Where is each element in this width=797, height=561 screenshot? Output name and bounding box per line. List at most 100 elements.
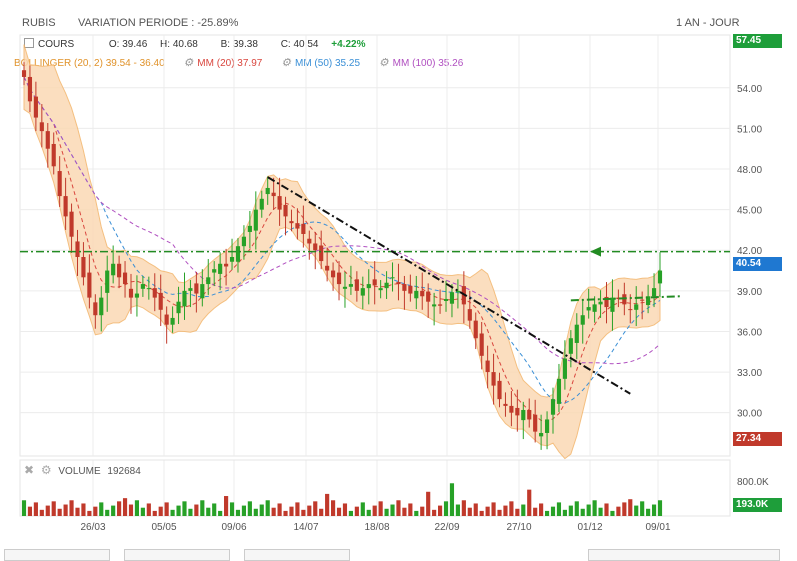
candle-body — [533, 414, 538, 432]
volume-bar — [152, 510, 157, 516]
candle-body — [99, 297, 104, 316]
resistance-line — [570, 295, 681, 302]
volume-bar — [295, 502, 300, 516]
volume-max-tick: 800.0K — [737, 477, 769, 488]
candle-body — [93, 302, 98, 316]
candle-body — [336, 272, 342, 285]
volume-bar — [200, 500, 205, 516]
y-tick-label: 42.00 — [737, 246, 762, 257]
candle-body — [122, 272, 128, 285]
y-tick-label: 33.00 — [737, 368, 762, 379]
y-tick-label: 30.00 — [737, 409, 762, 420]
volume-bar — [164, 502, 169, 516]
volume-bar — [461, 500, 466, 516]
candle-body — [556, 378, 562, 404]
bottom-tab[interactable] — [244, 549, 350, 561]
volume-legend: ✖ ⚙ VOLUME 192684 — [24, 463, 141, 477]
candle-body — [313, 243, 318, 251]
candle-body — [414, 290, 419, 299]
candle-body — [592, 304, 597, 312]
gear-icon[interactable]: ⚙ — [281, 57, 291, 69]
low-value: B: 39.38 — [220, 39, 258, 50]
x-tick-label: 22/09 — [434, 522, 459, 533]
volume-bar — [360, 502, 365, 516]
volume-bar — [437, 505, 443, 516]
volume-bar — [27, 506, 33, 516]
price-plot-frame — [19, 34, 731, 457]
volume-bar — [134, 500, 140, 516]
candle-body — [408, 286, 413, 294]
candle-body — [651, 288, 657, 297]
candle-body — [360, 288, 365, 296]
candle-body — [51, 143, 56, 167]
volume-bar — [51, 501, 56, 516]
volume-bar — [651, 504, 657, 516]
volume-bar — [432, 509, 437, 516]
volume-bar — [449, 483, 455, 516]
volume-bar — [218, 510, 223, 516]
volume-bar — [366, 509, 371, 516]
close-icon[interactable]: ✖ — [24, 463, 35, 477]
candle-body — [81, 257, 86, 278]
volume-bar — [390, 504, 395, 516]
cours-toggle[interactable]: COURS — [24, 38, 74, 50]
last-price-tag: 40.54 — [733, 257, 782, 271]
volume-bar — [336, 507, 342, 516]
volume-bar — [301, 509, 306, 516]
volume-bar — [491, 502, 496, 516]
volume-bar — [81, 503, 86, 516]
gear-icon[interactable]: ⚙ — [378, 57, 389, 69]
candle-body — [604, 296, 609, 308]
candle-body — [75, 241, 80, 258]
bottom-tab[interactable] — [4, 549, 110, 561]
candle-body — [146, 288, 151, 290]
candle-body — [420, 290, 425, 297]
period-selector[interactable]: 1 AN - JOUR — [676, 17, 740, 29]
volume-bar — [414, 510, 419, 516]
volume-bar — [622, 502, 627, 516]
volume-bar — [521, 504, 526, 516]
bottom-tab[interactable] — [588, 549, 780, 561]
volume-bar — [420, 506, 425, 516]
candle-body — [396, 282, 401, 285]
volume-bar — [568, 505, 573, 516]
candle-body — [218, 263, 223, 274]
volume-bar — [283, 510, 288, 516]
volume-bar — [640, 501, 645, 516]
volume-bar — [586, 504, 591, 516]
volume-bar — [21, 500, 27, 516]
volume-bar — [87, 510, 92, 516]
volume-bar — [206, 507, 211, 516]
volume-last-tag: 193.0K — [733, 498, 782, 512]
candle-body — [45, 131, 50, 149]
volume-bar — [408, 503, 413, 516]
mm20-line — [23, 76, 661, 423]
support-marker — [590, 246, 601, 257]
volume-bar — [212, 503, 217, 516]
checkbox-icon[interactable] — [24, 38, 34, 48]
candle-body — [443, 298, 449, 302]
candle-body — [348, 284, 353, 287]
volume-bar — [99, 502, 104, 516]
y-tick-label: 39.00 — [737, 287, 762, 298]
candle-body — [27, 76, 33, 102]
volume-bar — [247, 501, 252, 516]
gear-icon[interactable]: ⚙ — [183, 57, 194, 69]
candle-body — [158, 292, 163, 310]
candle-body — [229, 257, 235, 262]
candle-body — [69, 211, 74, 237]
gear-icon[interactable]: ⚙ — [40, 463, 52, 477]
candle-body — [432, 304, 437, 307]
candle-body — [485, 360, 490, 373]
candle-body — [265, 187, 270, 195]
cours-label: COURS — [38, 39, 75, 50]
volume-bar — [455, 504, 460, 516]
candle-body — [539, 432, 544, 437]
volume-bar — [194, 504, 199, 516]
bottom-tab[interactable] — [124, 549, 230, 561]
candle-body — [152, 288, 157, 298]
candle-body — [384, 282, 389, 289]
candle-body — [57, 171, 62, 197]
bollinger-label: BOLLINGER (20, 2) 39.54 - 36.40 — [14, 58, 165, 69]
x-tick-label: 18/08 — [364, 522, 389, 533]
